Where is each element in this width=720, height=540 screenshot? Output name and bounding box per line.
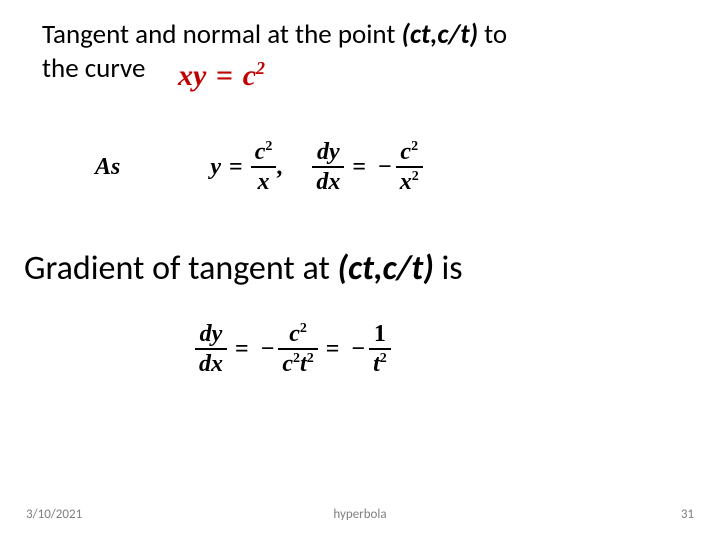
curve-lhs: xy [178,59,206,92]
slide-footer: 3/10/2021 hyperbola 31 [0,507,720,522]
eq3-frac1: c2 c2t2 [278,322,317,376]
eq3-den2: t2 [369,352,391,376]
gradient-suffix: is [434,248,463,289]
fraction-bar [396,166,423,168]
eq2-den: x2 [396,170,423,194]
eq3-den2-base: t [373,351,380,377]
eq3-eq2: = [318,336,348,363]
eq2-eq: = [344,154,374,181]
eq2-dydx-frac: dy dx [312,140,344,194]
eq3-den1-texp: 2 [307,351,314,366]
eq2-fraction: c2 x2 [396,140,423,194]
eq3-num1: c2 [285,322,311,346]
curve-eq-sign: = [210,59,239,92]
eq3-dx: dx [195,352,227,376]
gradient-point: (ct,c/t) [338,248,434,289]
eq-y-equals: y = c2 x , [210,140,312,194]
fraction-bar [251,166,277,168]
eq2-minus: − [374,154,396,181]
eq2-num-base: c [400,139,411,165]
as-line: As y = c2 x , dy dx = − c2 x2 [95,140,615,194]
slide: Tangent and normal at the point (ct,c/t)… [0,0,720,540]
eq-dydx: dy dx = − c2 x2 [312,140,422,194]
eq3-num1-base: c [289,321,300,347]
eq3-minus1: − [257,336,279,363]
eq3-den1-c: c [282,351,293,377]
eq3-eq1: = [227,336,257,363]
heading-line2: the curve [42,52,145,85]
eq3: dy dx = − c2 c2t2 = − 1 t2 [195,322,391,376]
eq2-dy: dy [313,140,344,164]
curve-equation: xy = c2 [178,58,265,93]
curve-rhs-exp: 2 [256,58,265,78]
eq1-den: x [254,170,274,194]
eq1-num-base: c [255,139,266,165]
eq2-den-base: x [400,169,412,195]
curve-rhs-base: c [243,59,256,92]
eq1-fraction: c2 x [251,140,277,194]
gradient-prefix: Gradient of tangent at [24,248,338,289]
eq2-dx: dx [312,170,344,194]
eq3-den1-cexp: 2 [293,351,300,366]
eq3-den1: c2t2 [278,352,317,376]
eq1-comma: , [276,154,312,181]
gradient-equation: dy dx = − c2 c2t2 = − 1 t2 [195,322,391,376]
slide-heading: Tangent and normal at the point (ct,c/t)… [42,18,682,86]
as-label: As [95,154,120,181]
eq3-num2: 1 [370,322,390,346]
eq1-eq: = [221,154,251,181]
heading-prefix: Tangent and normal at the point [42,18,402,51]
heading-suffix1: to [478,18,507,51]
eq2-den-exp: 2 [412,169,419,184]
eq3-dydx: dy dx [195,322,227,376]
fraction-bar [369,348,391,350]
eq3-den2-exp: 2 [380,351,387,366]
eq3-minus2: − [347,336,369,363]
heading-point: (ct,c/t) [402,18,478,51]
footer-date: 3/10/2021 [26,507,82,522]
fraction-bar [278,348,317,350]
footer-title: hyperbola [333,507,386,522]
eq2-num: c2 [396,140,422,164]
eq1-num-exp: 2 [265,139,272,154]
eq1-y: y [210,154,221,181]
eq3-den1-t: t [300,351,307,377]
gradient-text: Gradient of tangent at (ct,c/t) is [24,248,463,289]
eq3-frac2: 1 t2 [369,322,391,376]
eq3-num1-exp: 2 [300,321,307,336]
eq3-dy: dy [196,322,227,346]
eq1-num: c2 [251,140,277,164]
footer-page-number: 31 [681,507,694,522]
curve-rhs: c2 [243,59,265,92]
eq2-num-exp: 2 [411,139,418,154]
fraction-bar [195,348,227,350]
fraction-bar [312,166,344,168]
